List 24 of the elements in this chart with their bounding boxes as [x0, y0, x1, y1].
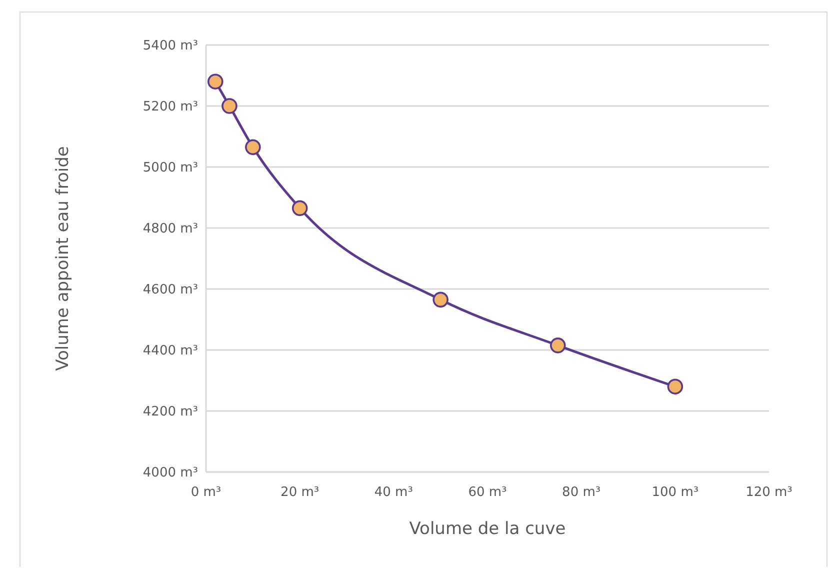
x-tick-label: 0 m³	[190, 485, 222, 500]
y-tick-label: 4400 m³	[142, 344, 198, 359]
x-axis-title: Volume de la cuve	[409, 519, 566, 539]
point	[207, 74, 224, 90]
y-tick-label: 4600 m³	[142, 282, 198, 298]
point	[245, 139, 261, 156]
y-tick-label: 5000 m³	[142, 160, 198, 176]
point	[432, 292, 448, 308]
x-tick-label: 40 m³	[374, 485, 413, 500]
y-axis-title: Volume appoint eau froide	[53, 146, 73, 371]
point	[222, 98, 238, 114]
point	[292, 200, 308, 216]
y-tick-label: 4800 m³	[142, 222, 198, 237]
y-tick-label: 5200 m³	[142, 100, 198, 115]
point	[550, 338, 566, 354]
y-tick-label: 5400 m³	[142, 38, 198, 54]
x-tick-label: 120 m³	[746, 485, 792, 500]
x-tick-label: 80 m³	[562, 485, 601, 500]
x-tick-label: 60 m³	[468, 485, 507, 500]
y-tick-label: 4000 m³	[142, 466, 198, 481]
x-tick-label: 20 m³	[280, 485, 320, 500]
y-tick-label: 4200 m³	[142, 404, 198, 420]
point	[667, 378, 684, 394]
x-tick-label: 100 m³	[652, 485, 699, 500]
